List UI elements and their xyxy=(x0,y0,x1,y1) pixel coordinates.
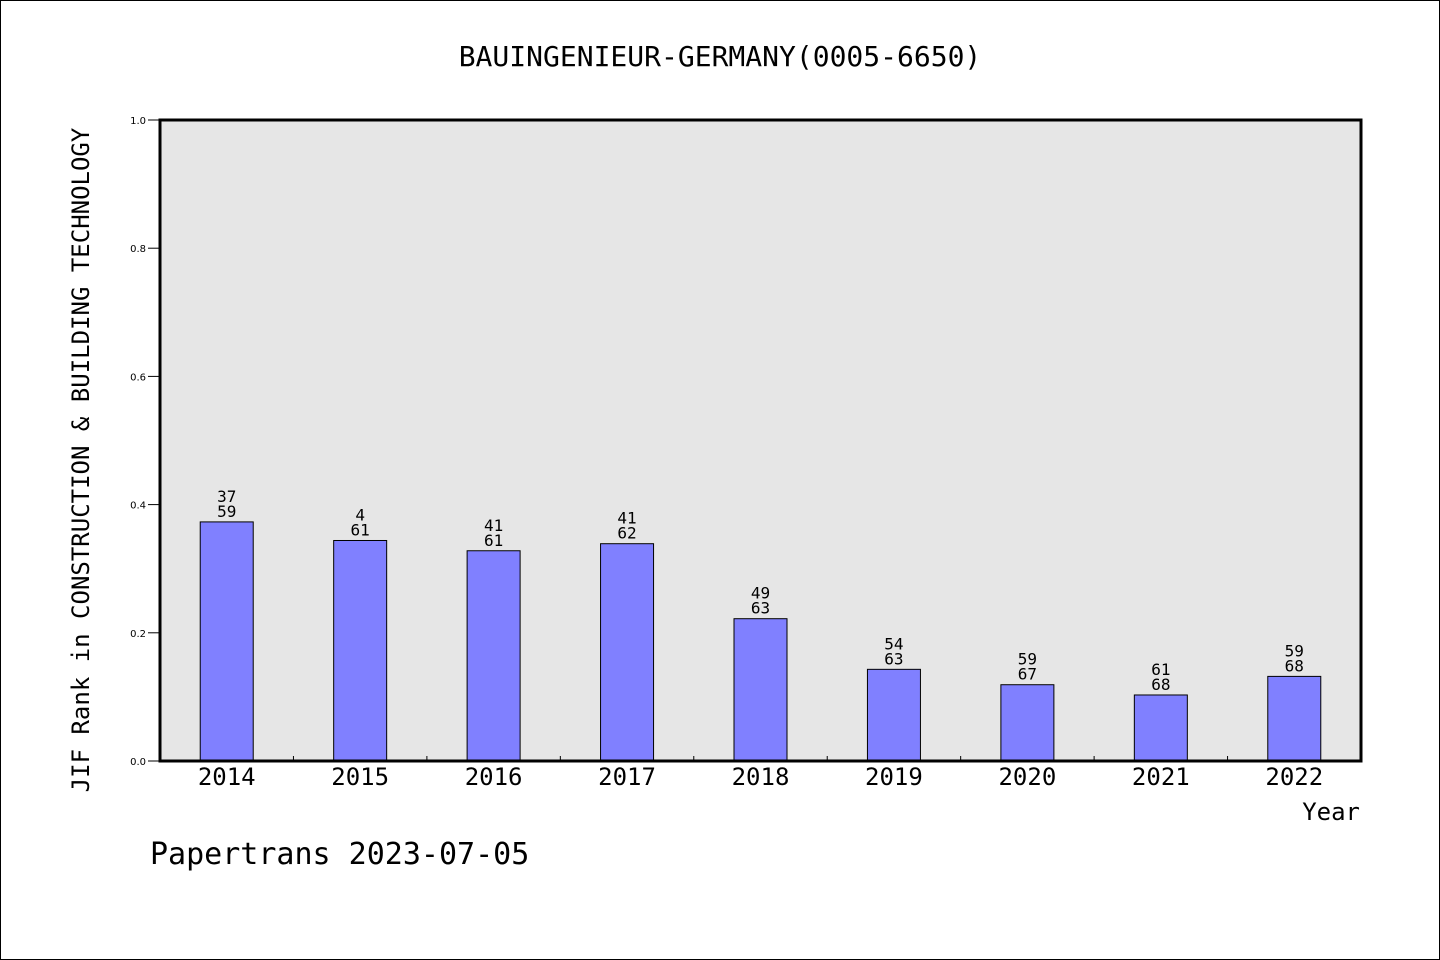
bar-label-total: 63 xyxy=(884,649,903,668)
bar-2018 xyxy=(733,618,788,762)
bar-2015 xyxy=(333,539,388,762)
y-tick-label: 0.0 xyxy=(130,757,146,768)
bar-label-rank: 59 xyxy=(1018,650,1037,669)
plot-border xyxy=(158,118,1363,763)
footer-caption: Papertrans 2023-07-05 xyxy=(150,837,529,872)
x-tick-label: 2016 xyxy=(465,763,523,791)
x-tick-label: 2014 xyxy=(198,763,256,791)
bar-label-rank: 41 xyxy=(484,516,503,535)
x-tick-label: 2021 xyxy=(1132,763,1190,791)
bar-label-rank: 59 xyxy=(1285,641,1304,660)
x-tick-label: 2019 xyxy=(865,763,923,791)
bar-label-rank: 37 xyxy=(217,487,236,506)
bar-label-rank: 49 xyxy=(751,584,770,603)
bar-label-rank: 61 xyxy=(1151,660,1170,679)
bar-2014 xyxy=(199,521,254,762)
y-tick-label: 0.6 xyxy=(130,372,146,383)
x-tick-label: 2022 xyxy=(1265,763,1323,791)
y-tick-label: 0.8 xyxy=(130,244,146,255)
y-axis-label: JIF Rank in CONSTRUCTION & BUILDING TECH… xyxy=(67,127,95,792)
bar-label-total: 68 xyxy=(1151,675,1170,694)
x-tick-label: 2018 xyxy=(732,763,790,791)
x-axis-label: Year xyxy=(1302,798,1360,826)
x-tick-label: 2017 xyxy=(598,763,656,791)
bar-label-rank: 41 xyxy=(617,509,636,528)
bar-label-total: 61 xyxy=(484,531,503,550)
bar-2016 xyxy=(466,550,521,762)
bar-label-total: 59 xyxy=(217,502,236,521)
y-tick-label: 0.4 xyxy=(130,501,146,512)
y-tick-label: 1.0 xyxy=(130,116,146,127)
bar-label-rank: 54 xyxy=(884,634,903,653)
x-tick-label: 2020 xyxy=(998,763,1056,791)
chart-title: BAUINGENIEUR-GERMANY(0005-6650) xyxy=(459,40,982,73)
bar-label-total: 68 xyxy=(1285,656,1304,675)
y-axis-ticks: 0.0 0.2 0.4 0.6 0.8 1.0 xyxy=(130,116,160,768)
bar-2019 xyxy=(866,668,921,762)
bar-2017 xyxy=(600,543,655,762)
bar-label-total: 67 xyxy=(1018,665,1037,684)
bar-label-total: 61 xyxy=(351,520,370,539)
bar-2022 xyxy=(1267,675,1322,762)
bar-2020 xyxy=(1000,684,1055,762)
bar-label-total: 62 xyxy=(617,524,636,543)
x-axis-ticks: 2014 2015 2016 2017 2018 2019 2020 2021 2022 xyxy=(198,756,1323,791)
y-tick-label: 0.2 xyxy=(130,629,146,640)
bars xyxy=(199,521,1322,762)
x-tick-label: 2015 xyxy=(331,763,389,791)
bar-label-total: 63 xyxy=(751,599,770,618)
bar-label-rank: 4 xyxy=(355,505,365,524)
bar-2021 xyxy=(1133,694,1188,762)
